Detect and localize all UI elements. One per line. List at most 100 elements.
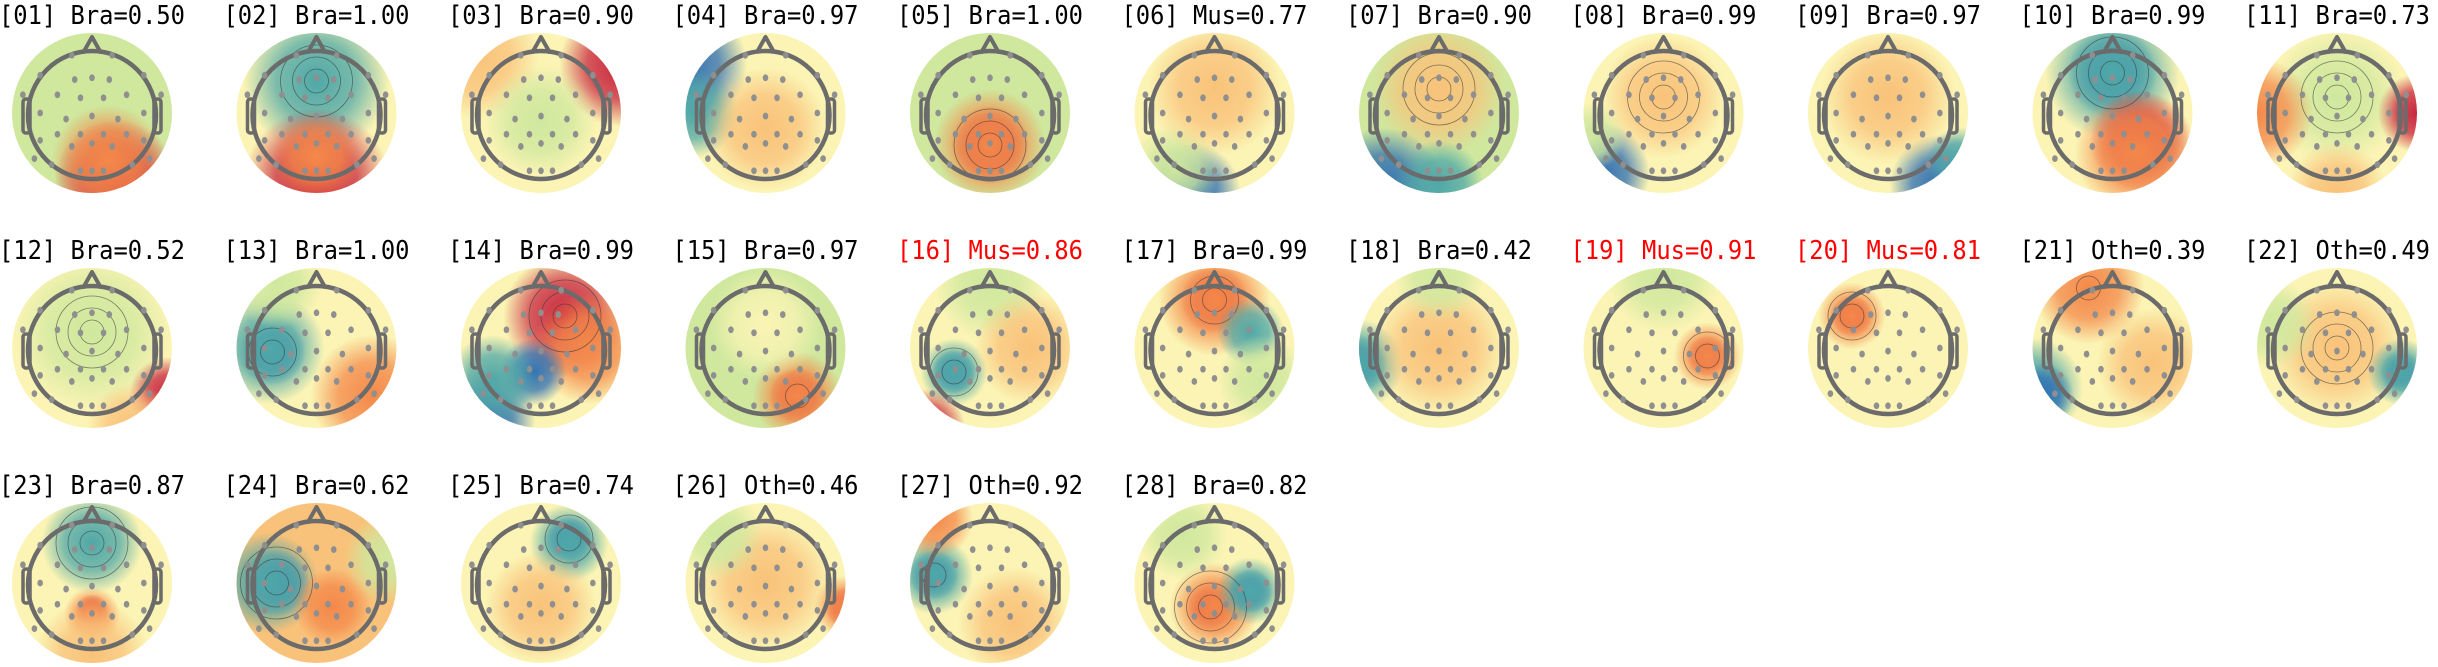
electrode-dot bbox=[141, 136, 147, 144]
electrode-dot bbox=[339, 350, 346, 358]
right-ear-icon bbox=[825, 332, 837, 370]
electrode-dot bbox=[1493, 390, 1500, 397]
nose-icon bbox=[1652, 35, 1675, 54]
electrode-dot bbox=[1263, 371, 1270, 379]
right-ear-icon bbox=[2397, 97, 2408, 135]
electrode-dot bbox=[952, 600, 959, 608]
left-ear-icon bbox=[245, 567, 257, 605]
right-ear-icon bbox=[1050, 332, 1061, 370]
electrode-dot bbox=[1056, 326, 1062, 334]
nose-icon bbox=[1203, 270, 1226, 289]
right-ear-icon bbox=[152, 567, 163, 605]
electrode-dot bbox=[313, 544, 320, 552]
electrode-dot bbox=[296, 76, 303, 83]
electrode-dot bbox=[348, 600, 354, 608]
electrode-dot bbox=[782, 378, 789, 385]
nose-icon bbox=[530, 505, 552, 524]
contour-line bbox=[1639, 72, 1688, 122]
electrode-dot bbox=[1873, 167, 1880, 175]
topomap-4: [04] Bra=0.97 bbox=[673, 1, 859, 193]
electrode-dot bbox=[952, 365, 959, 373]
electrode-dot bbox=[37, 344, 43, 352]
electrode-dot bbox=[2121, 402, 2127, 410]
right-ear-icon bbox=[376, 332, 388, 370]
electrode-dot bbox=[261, 606, 268, 614]
electrode-dot bbox=[998, 365, 1005, 373]
electrode-dot bbox=[54, 600, 61, 608]
electrode-dot bbox=[480, 625, 487, 632]
electrode-dot bbox=[751, 365, 757, 373]
electrode-dot bbox=[1447, 94, 1454, 102]
electrode-dot bbox=[1401, 130, 1408, 138]
electrode-dot bbox=[100, 564, 107, 572]
component-title: [13] Bra=1.00 bbox=[224, 236, 410, 266]
electrode-dot bbox=[89, 167, 95, 175]
electrode-dot bbox=[1680, 378, 1687, 385]
electrode-dot bbox=[1919, 326, 1926, 334]
electrode-dot bbox=[722, 161, 728, 169]
electrode-dot bbox=[1228, 76, 1235, 83]
electrode-dot bbox=[2075, 91, 2081, 99]
electrode-dot bbox=[1154, 625, 1160, 632]
electrode-dot bbox=[779, 311, 786, 318]
electrode-dot bbox=[2334, 402, 2340, 410]
electrode-dot bbox=[1902, 76, 1909, 83]
right-ear-icon bbox=[376, 567, 388, 605]
component-title: [25] Bra=0.74 bbox=[448, 471, 634, 501]
electrode-dot bbox=[1191, 521, 1198, 529]
nose-icon bbox=[979, 270, 1001, 289]
electrode-dot bbox=[293, 521, 300, 529]
head-outline bbox=[244, 270, 389, 417]
topomap-3: [03] Bra=0.90 bbox=[448, 1, 634, 193]
electrode-dot bbox=[109, 613, 115, 620]
head-outline bbox=[1816, 270, 1960, 417]
electrode-dot bbox=[1223, 600, 1229, 608]
topomap-17: [17] Bra=0.99 bbox=[1122, 236, 1308, 428]
electrode-dot bbox=[1718, 390, 1724, 397]
electrode-dot bbox=[2052, 390, 2058, 397]
electrode-dot bbox=[129, 161, 136, 169]
electrode-dot bbox=[2121, 130, 2127, 138]
electrode-dot bbox=[1159, 136, 1166, 144]
electrode-dot bbox=[929, 155, 936, 163]
electrode-dot bbox=[1462, 115, 1468, 123]
electrode-dot bbox=[1885, 402, 1891, 410]
electrode-dot bbox=[1263, 306, 1270, 314]
electrode-dot bbox=[2386, 136, 2392, 144]
topomap-28: [28] Bra=0.82 bbox=[1122, 471, 1308, 663]
electrode-dot bbox=[313, 610, 320, 617]
electrode-dot bbox=[77, 637, 84, 645]
electrode-dot bbox=[518, 51, 524, 59]
electrode-dot bbox=[1937, 109, 1943, 117]
electrode-dot bbox=[302, 402, 308, 410]
electrode-dot bbox=[1007, 286, 1013, 294]
electrode-dot bbox=[333, 378, 340, 385]
electrode-dot bbox=[1493, 155, 1500, 163]
right-ear-icon bbox=[1050, 97, 1061, 135]
electrode-dot bbox=[1401, 365, 1408, 373]
electrode-dot bbox=[1039, 71, 1045, 79]
component-title: [10] Bra=0.99 bbox=[2020, 1, 2206, 31]
left-ear-icon bbox=[694, 567, 706, 605]
left-ear-icon bbox=[1592, 97, 1604, 135]
electrode-dot bbox=[1896, 365, 1903, 373]
contour-line bbox=[977, 132, 1003, 158]
electrode-dot bbox=[339, 115, 346, 123]
electrode-dot bbox=[797, 326, 803, 334]
electrode-dot bbox=[486, 579, 492, 587]
electrode-dot bbox=[762, 309, 769, 317]
electrode-dot bbox=[1608, 71, 1615, 79]
electrode-dot bbox=[814, 579, 821, 587]
electrode-dot bbox=[77, 365, 84, 373]
component-title: [06] Mus=0.77 bbox=[1122, 1, 1308, 31]
electrode-dot bbox=[1200, 329, 1206, 337]
electrode-dot bbox=[302, 167, 308, 175]
electrode-dot bbox=[1626, 91, 1632, 99]
electrode-dot bbox=[1194, 546, 1201, 553]
topomap-23: [23] Bra=0.87 bbox=[0, 471, 185, 663]
electrode-dot bbox=[261, 306, 268, 314]
electrode-dot bbox=[2144, 365, 2150, 373]
electrode-dot bbox=[693, 91, 700, 99]
electrode-dot bbox=[256, 625, 262, 632]
electrode-dot bbox=[20, 91, 26, 99]
